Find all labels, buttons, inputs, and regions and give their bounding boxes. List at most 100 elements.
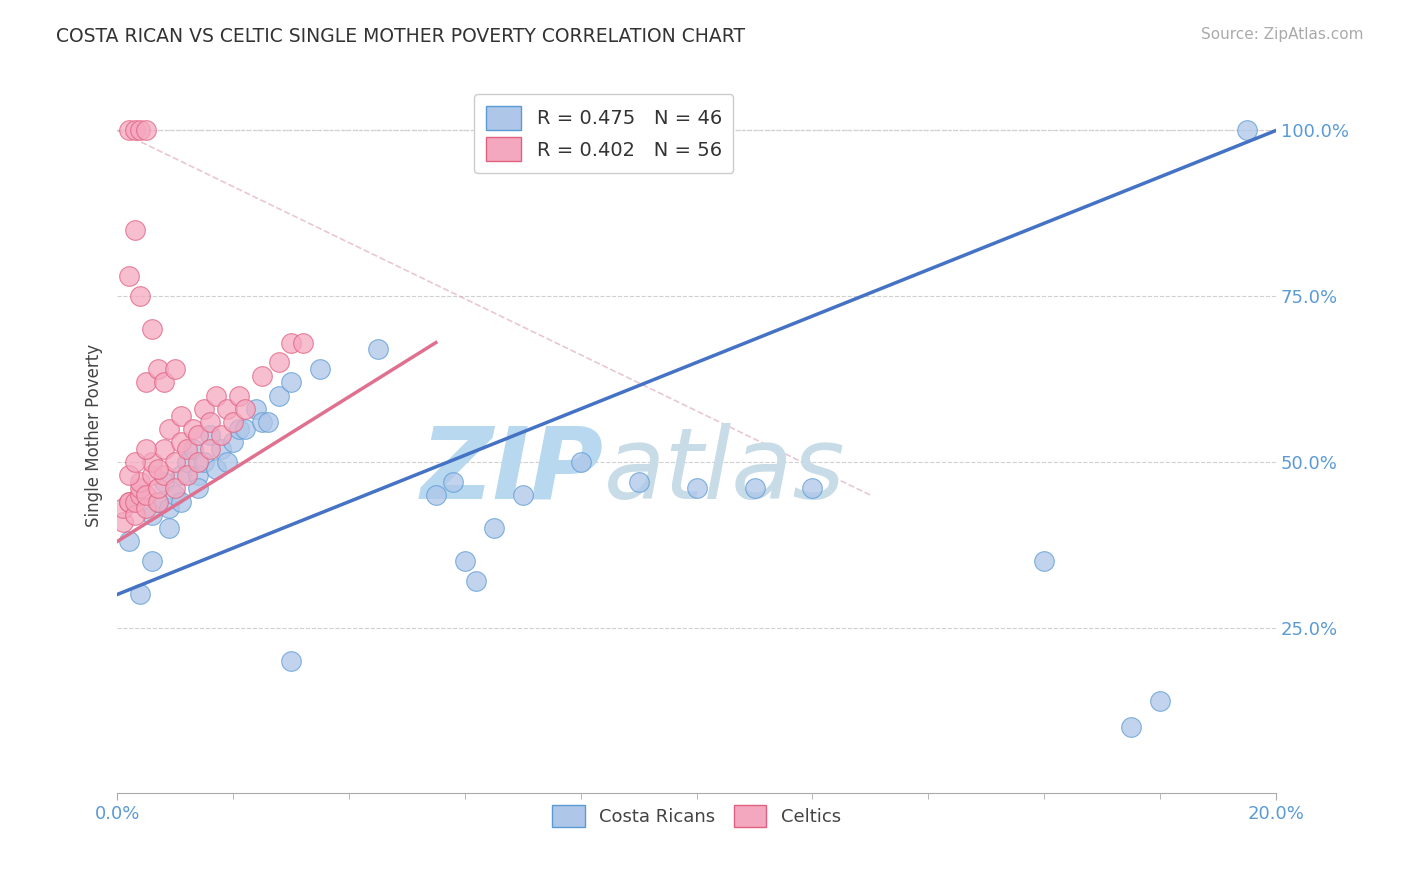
Point xyxy=(146,362,169,376)
Point xyxy=(135,123,157,137)
Point xyxy=(228,389,250,403)
Point xyxy=(152,376,174,390)
Point xyxy=(141,468,163,483)
Point xyxy=(198,442,221,456)
Text: atlas: atlas xyxy=(603,423,845,520)
Point xyxy=(245,401,267,416)
Point xyxy=(176,455,198,469)
Legend: Costa Ricans, Celtics: Costa Ricans, Celtics xyxy=(546,798,848,834)
Point xyxy=(176,442,198,456)
Point xyxy=(129,587,152,601)
Point xyxy=(187,455,209,469)
Text: Source: ZipAtlas.com: Source: ZipAtlas.com xyxy=(1201,27,1364,42)
Point xyxy=(135,442,157,456)
Point xyxy=(217,455,239,469)
Point xyxy=(118,123,141,137)
Point xyxy=(627,475,650,489)
Point xyxy=(569,455,592,469)
Point xyxy=(146,461,169,475)
Point xyxy=(165,482,187,496)
Point xyxy=(233,422,256,436)
Point xyxy=(165,455,187,469)
Point xyxy=(118,468,141,483)
Point xyxy=(198,415,221,429)
Point xyxy=(512,488,534,502)
Point xyxy=(465,574,488,589)
Point xyxy=(135,501,157,516)
Point xyxy=(193,455,215,469)
Point xyxy=(111,501,134,516)
Point xyxy=(165,362,187,376)
Point xyxy=(233,401,256,416)
Point xyxy=(152,468,174,483)
Point xyxy=(1033,554,1056,568)
Point xyxy=(111,515,134,529)
Point xyxy=(118,494,141,508)
Point xyxy=(211,428,233,442)
Point xyxy=(118,494,141,508)
Point xyxy=(211,442,233,456)
Point xyxy=(198,428,221,442)
Point xyxy=(146,494,169,508)
Point xyxy=(135,376,157,390)
Point xyxy=(187,468,209,483)
Point xyxy=(141,508,163,522)
Point xyxy=(193,401,215,416)
Point xyxy=(280,376,302,390)
Point xyxy=(1119,720,1142,734)
Point xyxy=(425,488,447,502)
Point xyxy=(280,654,302,668)
Point xyxy=(222,415,245,429)
Point xyxy=(157,501,180,516)
Point xyxy=(135,488,157,502)
Point xyxy=(129,488,152,502)
Point xyxy=(269,355,291,369)
Point xyxy=(217,401,239,416)
Point xyxy=(124,494,146,508)
Point xyxy=(124,508,146,522)
Point xyxy=(744,482,766,496)
Point xyxy=(367,343,389,357)
Point xyxy=(170,435,193,450)
Point xyxy=(157,521,180,535)
Point xyxy=(250,368,273,383)
Point xyxy=(129,475,152,489)
Point xyxy=(685,482,707,496)
Y-axis label: Single Mother Poverty: Single Mother Poverty xyxy=(86,343,103,527)
Point xyxy=(1149,693,1171,707)
Point xyxy=(454,554,477,568)
Point xyxy=(170,494,193,508)
Point xyxy=(181,442,204,456)
Point xyxy=(291,335,314,350)
Point xyxy=(165,488,187,502)
Point xyxy=(204,389,226,403)
Point xyxy=(146,494,169,508)
Point xyxy=(129,123,152,137)
Point xyxy=(181,422,204,436)
Point xyxy=(124,123,146,137)
Point xyxy=(228,422,250,436)
Point xyxy=(269,389,291,403)
Point xyxy=(152,475,174,489)
Point xyxy=(141,322,163,336)
Point xyxy=(280,335,302,350)
Point xyxy=(146,482,169,496)
Point xyxy=(124,223,146,237)
Point xyxy=(309,362,332,376)
Point xyxy=(157,422,180,436)
Text: COSTA RICAN VS CELTIC SINGLE MOTHER POVERTY CORRELATION CHART: COSTA RICAN VS CELTIC SINGLE MOTHER POVE… xyxy=(56,27,745,45)
Point xyxy=(170,468,193,483)
Point xyxy=(1236,123,1258,137)
Point xyxy=(187,428,209,442)
Point xyxy=(204,461,226,475)
Point xyxy=(129,289,152,303)
Point xyxy=(170,409,193,423)
Point xyxy=(256,415,278,429)
Point xyxy=(118,534,141,549)
Point xyxy=(187,482,209,496)
Point xyxy=(222,435,245,450)
Point xyxy=(141,554,163,568)
Point xyxy=(141,455,163,469)
Point xyxy=(482,521,505,535)
Point xyxy=(801,482,824,496)
